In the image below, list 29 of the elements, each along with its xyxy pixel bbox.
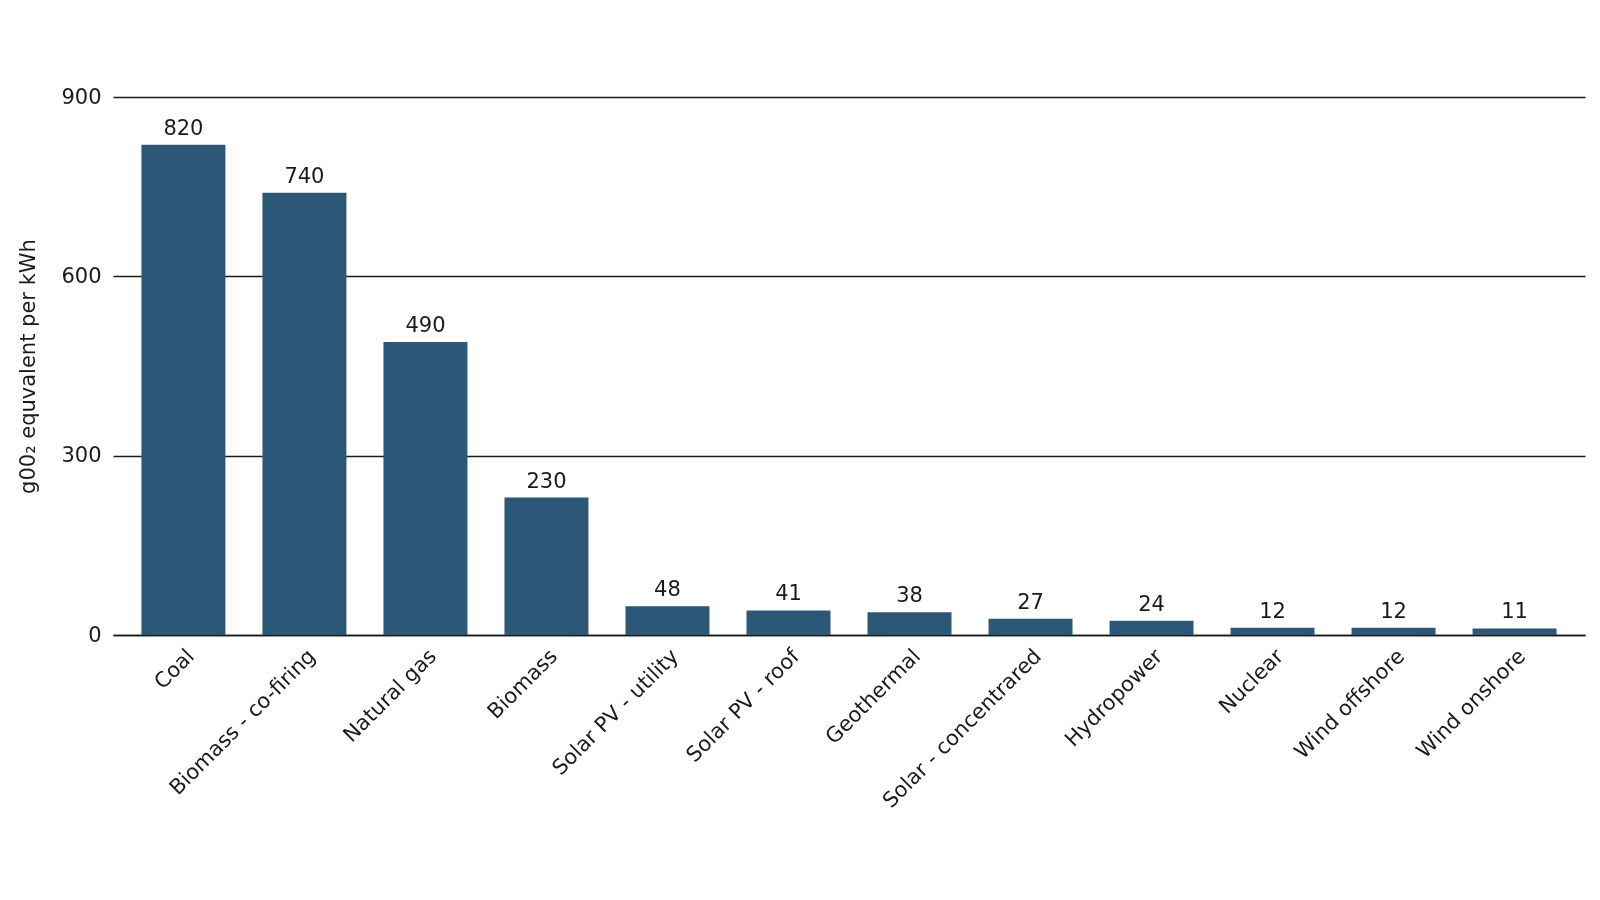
y-tick-label: 900 — [61, 84, 102, 109]
bar — [1472, 628, 1557, 635]
data-label: 820 — [163, 115, 204, 140]
bar — [746, 610, 831, 635]
bar — [988, 618, 1073, 635]
bar — [383, 342, 468, 635]
data-label: 490 — [405, 313, 446, 338]
bar — [141, 144, 226, 635]
data-label: 12 — [1259, 598, 1286, 623]
y-tick-label: 300 — [61, 443, 102, 468]
bar — [262, 192, 347, 635]
bar — [1109, 620, 1194, 635]
data-label: 24 — [1138, 591, 1165, 616]
bar — [504, 497, 589, 635]
data-label: 48 — [654, 577, 681, 602]
bar — [1351, 627, 1436, 635]
bar — [1230, 627, 1315, 635]
data-label: 230 — [526, 468, 567, 493]
data-label: 740 — [284, 163, 325, 188]
data-label: 27 — [1017, 589, 1044, 614]
data-label: 41 — [775, 581, 802, 606]
y-tick-label: 0 — [88, 622, 102, 647]
bar — [867, 612, 952, 635]
data-label: 38 — [896, 583, 923, 608]
data-label: 12 — [1380, 598, 1407, 623]
y-axis-title: g00₂ equvalent per kWh — [16, 239, 41, 494]
y-tick-label: 600 — [61, 263, 102, 288]
data-label: 11 — [1501, 599, 1528, 624]
bar — [625, 606, 710, 635]
